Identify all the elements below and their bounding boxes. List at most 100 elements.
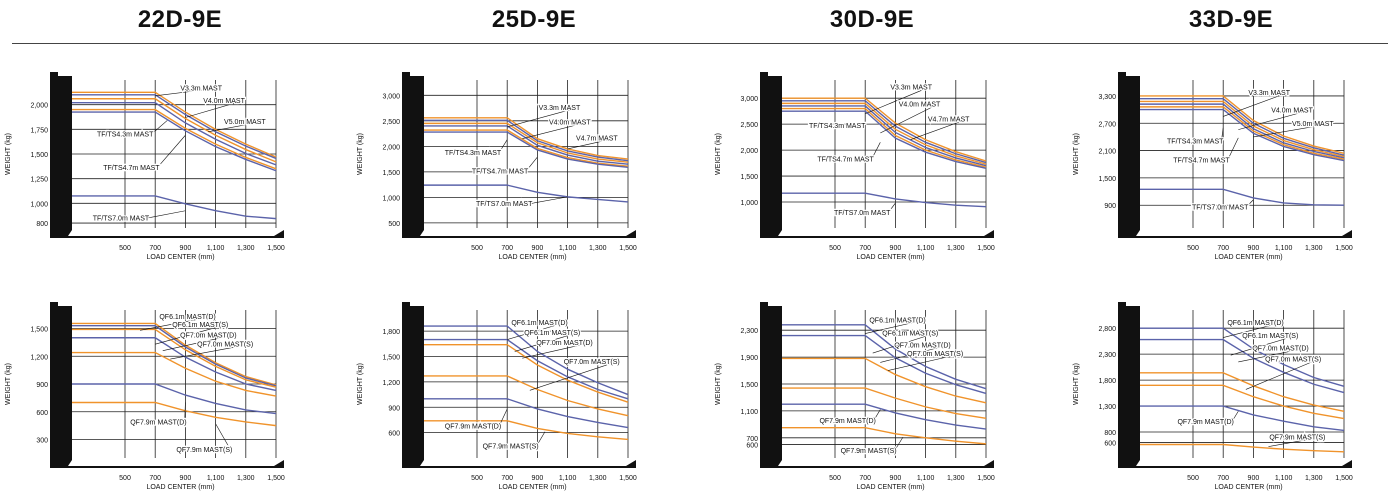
y-tick-label: 600 bbox=[36, 410, 48, 417]
y-tick-label: 700 bbox=[746, 436, 758, 443]
y-tick-label: 1,500 bbox=[382, 170, 400, 177]
series-line bbox=[424, 338, 629, 400]
frame-bottom bbox=[402, 230, 636, 238]
series-line bbox=[72, 322, 277, 386]
y-tick-label: 1,250 bbox=[30, 177, 48, 184]
annotation-leader bbox=[887, 353, 962, 371]
y-tick-label: 2,300 bbox=[1098, 352, 1116, 359]
model-title-25d-9e: 25D-9E bbox=[491, 6, 577, 33]
y-axis-title: WEIGHT (kg) bbox=[357, 133, 364, 175]
y-tick-label: 600 bbox=[1104, 440, 1116, 447]
series-line bbox=[782, 324, 987, 390]
x-tick-label: 1,300 bbox=[589, 475, 607, 482]
x-tick-label: 700 bbox=[501, 475, 513, 482]
x-tick-label: 1,500 bbox=[267, 245, 285, 252]
series-line bbox=[1140, 327, 1345, 388]
annotation-label: V4.0m MAST bbox=[1271, 107, 1313, 114]
annotation-label: QF6.1m MAST(S) bbox=[172, 322, 228, 329]
series-line bbox=[782, 334, 987, 395]
annotation-leader bbox=[170, 343, 252, 360]
load-chart-22d-top: 800 1,000 1,250 1,500 1,750 2,000 500 700 900 1,1… bbox=[5, 72, 285, 261]
series-line bbox=[424, 375, 629, 417]
frame-post bbox=[1118, 302, 1126, 468]
annotation-leader bbox=[151, 120, 168, 135]
annotation-label: QF6.1m MAST(S) bbox=[1242, 333, 1298, 340]
x-tick-label: 1,100 bbox=[207, 245, 225, 252]
y-tick-label: 1,200 bbox=[382, 380, 400, 387]
annotation-leader bbox=[910, 118, 968, 141]
x-tick-label: 500 bbox=[829, 245, 841, 252]
y-tick-label: 1,200 bbox=[30, 354, 48, 361]
annotation-label: TF/TS7.0m MAST bbox=[1192, 204, 1249, 211]
y-axis-title: WEIGHT (kg) bbox=[5, 363, 12, 405]
y-tick-label: 1,500 bbox=[740, 174, 758, 181]
frame-bottom bbox=[760, 230, 994, 238]
series-line bbox=[782, 427, 987, 445]
x-tick-label: 900 bbox=[532, 475, 544, 482]
x-tick-label: 500 bbox=[119, 245, 131, 252]
annotation-leader bbox=[888, 202, 896, 213]
annotation-leader bbox=[536, 431, 546, 447]
series-line bbox=[424, 122, 629, 163]
annotation-leader bbox=[498, 408, 508, 427]
annotation-leader bbox=[529, 360, 618, 391]
x-axis-title: LOAD CENTER (mm) bbox=[498, 484, 566, 491]
y-axis-title: WEIGHT (kg) bbox=[1073, 133, 1080, 175]
annotation-label: QF7.0m MAST(S) bbox=[1265, 356, 1321, 363]
annotation-leader bbox=[1227, 137, 1239, 161]
x-tick-label: 1,300 bbox=[1305, 245, 1323, 252]
x-tick-label: 900 bbox=[1248, 245, 1260, 252]
annotation-leader bbox=[1238, 109, 1311, 130]
x-tick-label: 1,300 bbox=[947, 475, 965, 482]
x-tick-label: 1,100 bbox=[559, 245, 577, 252]
annotation-leader bbox=[873, 409, 881, 421]
annotation-label: TF/TS7.0m MAST bbox=[834, 210, 891, 217]
series-line bbox=[782, 100, 987, 164]
annotation-leader bbox=[185, 100, 243, 118]
series-line bbox=[782, 105, 987, 167]
annotation-label: V4.0m MAST bbox=[549, 119, 591, 126]
y-tick-label: 800 bbox=[1104, 430, 1116, 437]
frame-bottom bbox=[402, 460, 636, 468]
annotation-leader bbox=[522, 342, 591, 359]
x-tick-label: 700 bbox=[149, 475, 161, 482]
frame-bottom bbox=[1118, 230, 1352, 238]
annotation-label: V3.3m MAST bbox=[180, 85, 222, 92]
y-tick-label: 3,000 bbox=[382, 93, 400, 100]
y-tick-label: 1,500 bbox=[1098, 176, 1116, 183]
annotation-label: QF6.1m MAST(D) bbox=[511, 320, 567, 327]
x-tick-label: 1,500 bbox=[619, 475, 637, 482]
y-tick-label: 600 bbox=[388, 431, 400, 438]
frame-post bbox=[50, 72, 58, 238]
series-line bbox=[424, 184, 629, 203]
annotation-leader bbox=[865, 86, 931, 115]
annotation-label: QF7.0m MAST(D) bbox=[1252, 345, 1308, 352]
frame-post bbox=[402, 302, 410, 468]
x-tick-label: 900 bbox=[1248, 475, 1260, 482]
annotation-label: QF7.9m MAST(D) bbox=[1177, 419, 1233, 426]
x-tick-label: 1,100 bbox=[917, 245, 935, 252]
x-tick-label: 900 bbox=[890, 245, 902, 252]
y-axis-title: WEIGHT (kg) bbox=[715, 363, 722, 405]
x-tick-label: 1,500 bbox=[1335, 245, 1353, 252]
x-tick-label: 1,300 bbox=[947, 245, 965, 252]
title-divider bbox=[12, 43, 1388, 44]
series-line bbox=[424, 117, 629, 160]
series-line bbox=[72, 98, 277, 163]
y-tick-label: 300 bbox=[36, 438, 48, 445]
annotation-leader bbox=[155, 324, 227, 345]
series-line bbox=[782, 102, 987, 165]
annotation-label: QF7.0m MAST(S) bbox=[907, 351, 963, 358]
frame-post bbox=[50, 302, 58, 468]
y-tick-label: 1,500 bbox=[30, 327, 48, 334]
series-line bbox=[782, 110, 987, 169]
model-title-22d-9e: 22D-9E bbox=[137, 6, 223, 33]
annotation-leader bbox=[157, 135, 186, 168]
x-tick-label: 1,100 bbox=[1275, 475, 1293, 482]
annotation-label: QF7.9m MAST(D) bbox=[445, 423, 501, 430]
y-tick-label: 1,500 bbox=[30, 152, 48, 159]
annotation-leader bbox=[1223, 322, 1282, 338]
y-tick-label: 900 bbox=[1104, 203, 1116, 210]
model-title-33d-9e: 33D-9E bbox=[1188, 6, 1274, 33]
